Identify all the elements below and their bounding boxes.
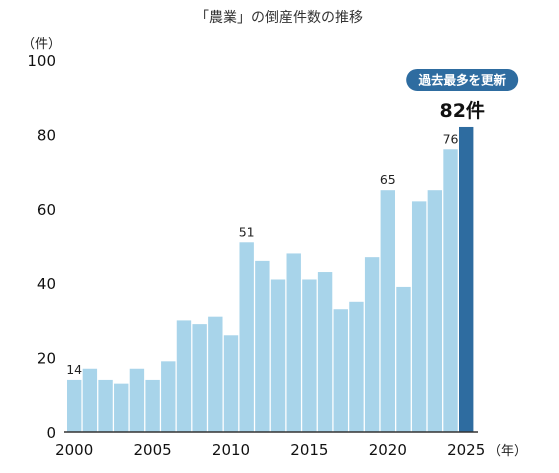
bar xyxy=(82,368,98,432)
bar xyxy=(364,257,380,432)
data-label: 76 xyxy=(443,131,459,146)
bar xyxy=(302,279,317,432)
highlight-value-label: 82件 xyxy=(439,99,484,122)
bar xyxy=(161,361,176,432)
bar xyxy=(427,190,443,432)
bar xyxy=(286,253,301,432)
bar xyxy=(270,279,286,432)
bar xyxy=(223,335,239,432)
bar xyxy=(317,272,333,432)
bar xyxy=(396,286,411,432)
bar xyxy=(380,190,395,432)
bars xyxy=(67,126,474,433)
x-axis-unit: （年） xyxy=(488,444,527,459)
bar xyxy=(239,242,254,432)
bar xyxy=(67,379,82,432)
x-tick-label: 2010 xyxy=(212,441,250,459)
y-tick-label: 80 xyxy=(37,126,56,144)
x-tick-label: 2020 xyxy=(369,441,407,459)
data-labels: 14 51 65 76 xyxy=(66,131,458,377)
y-tick-label: 40 xyxy=(37,275,56,293)
data-label: 65 xyxy=(380,172,396,187)
bar xyxy=(443,149,458,432)
y-tick-label: 0 xyxy=(46,424,56,442)
bar xyxy=(208,316,223,432)
y-tick-label: 60 xyxy=(37,201,56,219)
x-tick-label: 2005 xyxy=(134,441,172,459)
bar xyxy=(176,320,192,432)
data-label: 14 xyxy=(66,362,82,377)
highlight-annotation: 82件 過去最多を更新 xyxy=(406,68,519,122)
bar xyxy=(333,309,348,432)
highlight-badge-text: 過去最多を更新 xyxy=(417,72,506,87)
y-axis-ticks: 0 20 40 60 80 100 xyxy=(27,52,56,442)
bar xyxy=(129,368,145,432)
bar xyxy=(349,301,364,432)
data-label: 51 xyxy=(239,224,255,239)
bar xyxy=(98,379,113,432)
bar-highlight xyxy=(459,126,474,433)
y-axis-unit: （件） xyxy=(22,37,61,52)
bar xyxy=(192,324,207,432)
x-tick-label: 2000 xyxy=(55,441,93,459)
chart-title: 「農業」の倒産件数の推移 xyxy=(195,10,363,26)
x-tick-label: 2025 xyxy=(447,441,485,459)
y-tick-label: 20 xyxy=(37,350,56,368)
bar xyxy=(114,383,129,432)
y-tick-label: 100 xyxy=(27,52,56,70)
x-tick-label: 2015 xyxy=(290,441,328,459)
x-axis-ticks: 2000 2005 2010 2015 2020 2025 xyxy=(55,441,485,459)
bar xyxy=(411,201,427,432)
bar xyxy=(145,379,160,432)
bar xyxy=(255,260,270,432)
highlight-badge xyxy=(406,68,519,91)
